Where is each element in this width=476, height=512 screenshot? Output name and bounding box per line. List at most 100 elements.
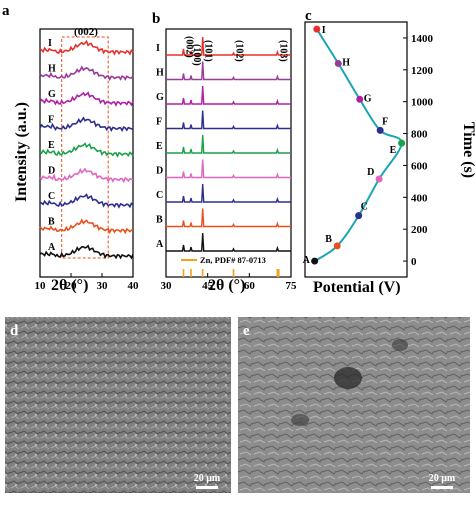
panel-a-highlight-box bbox=[61, 36, 109, 259]
panel-b-series-label-C: C bbox=[156, 190, 163, 201]
panel-c-ytick-label: 1000 bbox=[411, 97, 434, 109]
panel-c-x-axis-label: Potential (V) bbox=[313, 279, 401, 296]
panel-c-point-label-F: F bbox=[382, 116, 388, 127]
panel-b-series-label-F: F bbox=[156, 117, 162, 128]
panel-a-series-label-C: C bbox=[48, 191, 55, 202]
panel-b-peak-label: (102) bbox=[234, 40, 245, 62]
panel-b-series-A bbox=[166, 232, 291, 252]
panel-a-series-label-H: H bbox=[48, 64, 56, 75]
panel-a-x-axis-label: 2θ (°) bbox=[51, 277, 88, 294]
panel-e: e 20 μm bbox=[238, 317, 470, 493]
sem-image-e bbox=[238, 317, 470, 493]
panel-a-series-label-A: A bbox=[48, 242, 56, 253]
panel-a-series-A bbox=[39, 244, 134, 260]
panel-a-series-G bbox=[39, 91, 134, 107]
panel-b-series-label-H: H bbox=[156, 68, 164, 79]
panel-c-point-C bbox=[355, 212, 363, 220]
panel-c-point-B bbox=[333, 242, 341, 250]
panel-c-point-G bbox=[356, 95, 364, 103]
panel-c-point-E bbox=[398, 139, 406, 147]
panel-b-series-D bbox=[166, 159, 291, 179]
panel-c: A B C D E F G H I 0 200 400 600 800 1000 1200 1400 Pote… bbox=[303, 21, 476, 296]
panel-b-x-axis-label: 2θ (°) bbox=[208, 277, 245, 294]
sem-e-pore bbox=[334, 367, 362, 389]
panel-c-letter: c bbox=[305, 8, 312, 24]
panel-a-series-H bbox=[39, 65, 134, 82]
panel-c-point-label-B: B bbox=[325, 234, 332, 245]
panel-b-series-B bbox=[166, 208, 291, 228]
panel-c-ytick-label: 200 bbox=[411, 224, 428, 236]
panel-b-peak-label: (002) bbox=[184, 36, 195, 58]
panel-c-point-label-I: I bbox=[322, 25, 326, 36]
panel-b-series-E bbox=[166, 134, 291, 154]
panel-d: d 20 μm bbox=[5, 317, 231, 493]
panel-a-series-label-E: E bbox=[48, 140, 55, 151]
panel-b-series-label-G: G bbox=[156, 92, 164, 103]
panel-a-series-label-D: D bbox=[48, 166, 55, 177]
panel-a-xtick-label: 30 bbox=[97, 280, 109, 292]
panel-a-series-E bbox=[39, 142, 134, 158]
panel-b-xtick-label: 60 bbox=[244, 280, 256, 292]
panel-c-point-label-E: E bbox=[390, 145, 397, 156]
panel-b-series-label-E: E bbox=[156, 141, 163, 152]
panel-b-series-C bbox=[166, 183, 291, 203]
panel-c-frame bbox=[304, 21, 408, 278]
panel-d-scale-bar-label: 20 μm bbox=[194, 473, 221, 484]
panel-c-time-curve bbox=[314, 28, 403, 262]
panel-d-letter: d bbox=[10, 323, 19, 339]
panel-c-point-H bbox=[334, 59, 342, 67]
sem-e-pore-2 bbox=[291, 414, 309, 426]
panel-a-xtick-label: 20 bbox=[66, 280, 78, 292]
panel-b-series-label-A: A bbox=[156, 239, 164, 250]
panel-b-xtick-label: 30 bbox=[161, 280, 173, 292]
panel-e-letter: e bbox=[243, 323, 250, 339]
panel-b-series-label-B: B bbox=[156, 215, 163, 226]
panel-a-series-F bbox=[39, 116, 134, 133]
panel-b: A B C D E F G H I (002)(100) (101) (102) (103) 30 45… bbox=[156, 28, 298, 294]
panel-c-ytick-label: 0 bbox=[411, 256, 417, 268]
panel-c-point-F bbox=[376, 126, 384, 134]
panel-c-point-D bbox=[375, 175, 383, 183]
panel-b-xtick-label: 45 bbox=[202, 280, 214, 292]
panel-b-xtick-label: 75 bbox=[286, 280, 298, 292]
panel-a-series-label-B: B bbox=[48, 217, 55, 228]
panel-c-ytick-label: 800 bbox=[411, 129, 428, 141]
panel-c-point-label-A: A bbox=[303, 255, 311, 266]
panel-c-ytick-label: 1400 bbox=[411, 33, 434, 45]
sem-image-d bbox=[5, 317, 231, 493]
panel-b-letter: b bbox=[152, 11, 160, 27]
sem-e-pore-3 bbox=[392, 339, 408, 351]
panel-a-series-label-G: G bbox=[48, 89, 56, 100]
panel-a-peak-annotation: (002) bbox=[74, 26, 98, 38]
panel-c-ytick-label: 600 bbox=[411, 160, 428, 172]
panel-b-peak-label: (101) bbox=[203, 40, 214, 62]
panel-d-scale-bar bbox=[196, 486, 218, 489]
panel-c-point-I bbox=[313, 25, 321, 33]
panel-a-series-B bbox=[39, 218, 134, 235]
panel-c-point-label-C: C bbox=[361, 202, 368, 213]
panel-a: A B C D E F G H I 10 20 30 40 (002) 2θ (°) Intensit… bbox=[13, 26, 139, 294]
panel-a-series-I bbox=[39, 39, 134, 56]
panel-a-y-axis-label: Intensity (a.u.) bbox=[13, 102, 30, 202]
panel-a-series-label-F: F bbox=[48, 115, 54, 126]
panel-b-series-H bbox=[166, 61, 291, 81]
panel-c-point-A bbox=[311, 257, 319, 265]
panel-a-series-D bbox=[39, 167, 134, 184]
panel-c-ytick-label: 400 bbox=[411, 192, 428, 204]
panel-a-xtick-label: 40 bbox=[128, 280, 140, 292]
panel-b-reference-label: Zn, PDF# 87-0713 bbox=[200, 255, 266, 265]
panel-b-series-label-D: D bbox=[156, 166, 163, 177]
panel-c-point-label-G: G bbox=[364, 93, 372, 104]
panel-e-scale-bar-label: 20 μm bbox=[429, 473, 456, 484]
panel-b-peak-label: (100) bbox=[191, 44, 202, 66]
panel-b-series-G bbox=[166, 85, 291, 105]
panel-a-xtick-label: 10 bbox=[35, 280, 47, 292]
panel-b-peak-label: (103) bbox=[277, 40, 288, 62]
panel-b-series-I bbox=[166, 36, 291, 56]
panel-a-series-label-I: I bbox=[48, 38, 52, 49]
panel-a-series-C bbox=[39, 193, 134, 209]
panel-a-letter: a bbox=[2, 3, 10, 19]
panel-c-point-label-H: H bbox=[342, 57, 350, 68]
panel-c-point-label-D: D bbox=[367, 167, 374, 178]
